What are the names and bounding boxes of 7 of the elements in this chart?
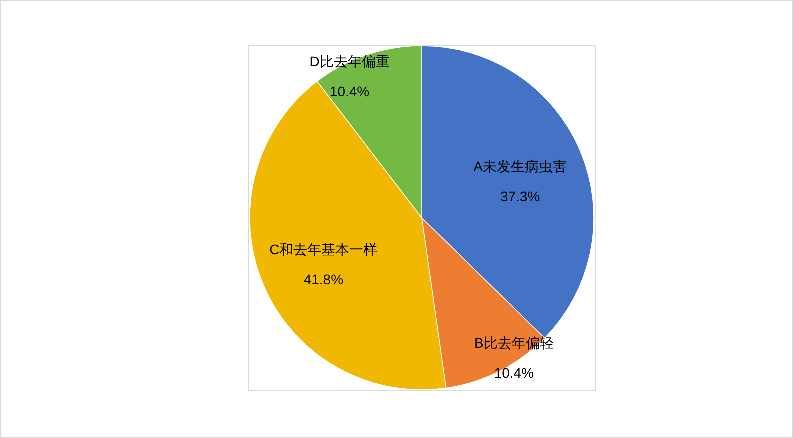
data-label: 41.8%: [304, 271, 344, 288]
slice-label: C和去年基本一样: [270, 241, 378, 258]
slice-label: A未发生病虫害: [474, 158, 567, 175]
data-label: 37.3%: [500, 188, 540, 205]
data-label: 10.4%: [494, 364, 534, 381]
slice-label: B比去年偏轻: [474, 334, 554, 351]
data-label: 10.4%: [330, 83, 370, 100]
